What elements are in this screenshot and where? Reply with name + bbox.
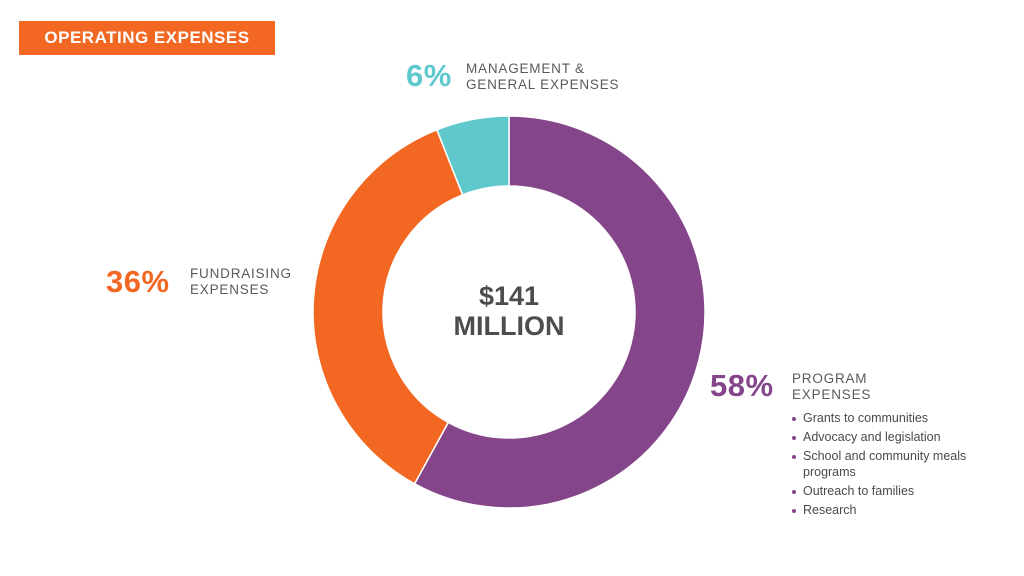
list-item: School and community meals programs	[789, 449, 1009, 480]
list-item: Research	[789, 503, 1009, 519]
fundraising-label-line1: FUNDRAISING	[190, 266, 292, 281]
fundraising-slice	[312, 128, 464, 485]
center-total-amount: $141	[478, 281, 540, 311]
program-label: PROGRAM EXPENSES	[792, 371, 871, 403]
program-label-line1: PROGRAM	[792, 371, 868, 386]
list-item: Grants to communities	[789, 411, 1009, 427]
chart-title: OPERATING EXPENSES	[19, 21, 275, 55]
management-slice	[435, 115, 510, 196]
management-label-line1: MANAGEMENT &	[466, 61, 585, 76]
fundraising-label: FUNDRAISING EXPENSES	[190, 266, 292, 298]
program-label-line2: EXPENSES	[792, 387, 872, 402]
center-total-unit: MILLION	[453, 311, 565, 341]
list-item: Outreach to families	[789, 484, 1009, 500]
list-item: Advocacy and legislation	[789, 430, 1009, 446]
program-percent: 58%	[710, 368, 774, 403]
management-label: MANAGEMENT & GENERAL EXPENSES	[466, 61, 619, 93]
program-items-list: Grants to communities Advocacy and legis…	[789, 411, 1009, 522]
management-label-line2: GENERAL EXPENSES	[466, 77, 620, 92]
program-slice	[413, 115, 706, 509]
fundraising-label-line2: EXPENSES	[190, 282, 270, 297]
management-percent: 6%	[406, 58, 452, 93]
center-total: $141 MILLION	[409, 281, 609, 341]
fundraising-percent: 36%	[106, 264, 170, 299]
